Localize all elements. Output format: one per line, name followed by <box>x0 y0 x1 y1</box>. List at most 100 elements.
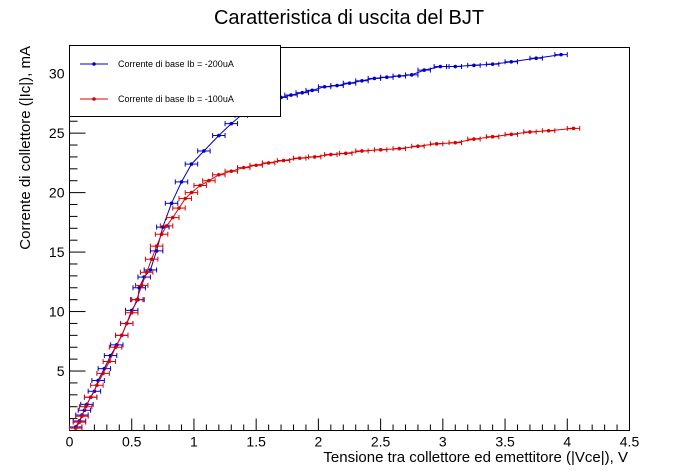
data-point <box>144 270 149 275</box>
data-point <box>360 79 364 83</box>
data-point <box>310 88 314 93</box>
data-point <box>372 76 377 81</box>
legend: Corrente di base Ib = -200uA Corrente di… <box>69 45 281 117</box>
data-point <box>198 183 202 188</box>
x-tick-label: 0 <box>66 434 74 450</box>
data-point <box>254 163 258 168</box>
data-point <box>189 190 194 195</box>
data-point <box>281 158 286 163</box>
data-point <box>559 52 563 57</box>
legend-marker-ib-100 <box>92 97 96 101</box>
legend-box <box>69 45 281 117</box>
y-tick-label: 20 <box>49 185 65 201</box>
data-point <box>229 169 234 174</box>
data-point <box>409 73 414 77</box>
x-tick-label: 1 <box>190 434 198 450</box>
legend-entry-ib-200: Corrente di base Ib = -200uA <box>118 59 234 69</box>
plot-frame <box>69 47 630 431</box>
data-point <box>397 74 402 78</box>
data-point <box>509 59 514 64</box>
data-point <box>95 383 99 388</box>
data-point <box>453 64 458 69</box>
data-point <box>139 283 144 288</box>
data-point <box>154 249 159 253</box>
data-point <box>148 268 153 272</box>
data-point <box>241 165 246 170</box>
data-point <box>343 151 348 156</box>
data-point <box>179 180 184 184</box>
data-point <box>360 149 364 153</box>
data-point <box>164 224 169 228</box>
x-tick-label: 2.5 <box>371 434 391 450</box>
x-tick-label: 0.5 <box>122 434 142 450</box>
y-tick-label: 5 <box>57 363 65 379</box>
data-point <box>416 144 420 149</box>
data-point <box>183 196 188 201</box>
data-point <box>83 404 88 409</box>
data-point <box>297 156 302 160</box>
data-point <box>113 345 118 350</box>
data-point <box>490 62 495 66</box>
y-tick-label: 15 <box>49 244 65 260</box>
data-point <box>300 90 305 95</box>
legend-marker-ib-200 <box>92 62 96 66</box>
data-point <box>217 172 221 177</box>
data-point <box>134 297 139 302</box>
data-point <box>571 126 576 131</box>
data-point <box>528 130 532 134</box>
data-point <box>422 68 426 72</box>
data-point <box>434 142 439 146</box>
y-tick-label: 30 <box>49 66 65 82</box>
data-point <box>154 244 159 248</box>
data-point <box>472 63 476 68</box>
data-point <box>129 310 134 315</box>
x-tick-label: 3 <box>439 434 447 450</box>
data-point <box>124 321 129 326</box>
data-point <box>329 152 333 157</box>
x-tick-label: 4 <box>563 434 571 450</box>
data-point <box>472 137 476 141</box>
data-point <box>107 359 112 364</box>
data-point <box>546 128 551 133</box>
data-point <box>77 420 82 424</box>
data-point <box>347 81 352 85</box>
x-tick-label: 2 <box>314 434 322 450</box>
data-point <box>159 232 164 237</box>
data-point <box>149 257 154 262</box>
y-axis-title: Corrente di collettore (|Ic|), mA <box>17 46 34 250</box>
data-point <box>202 149 206 153</box>
x-tick-label: 4.5 <box>620 434 640 450</box>
data-point <box>385 75 389 80</box>
legend-entry-ib-100: Corrente di base Ib = -100uA <box>118 94 234 104</box>
data-point <box>189 162 194 166</box>
data-point <box>289 93 293 97</box>
y-tick-label: 10 <box>49 304 65 320</box>
x-axis-title: Tensione tra collettore ed emettitore (|… <box>323 449 628 466</box>
data-point <box>119 333 124 338</box>
data-point <box>207 178 211 183</box>
data-point <box>509 132 514 137</box>
data-point <box>73 426 78 430</box>
x-tick-label: 3.5 <box>495 434 515 450</box>
y-tick-label: 25 <box>49 125 65 141</box>
data-point <box>312 155 317 159</box>
data-point <box>397 146 402 151</box>
data-point <box>335 83 339 88</box>
data-point <box>534 56 538 61</box>
data-point <box>101 371 105 376</box>
data-point <box>378 147 383 152</box>
data-point <box>177 206 181 210</box>
data-point <box>229 121 234 126</box>
data-point <box>322 84 327 89</box>
data-point <box>438 64 443 69</box>
series-layer <box>69 52 581 431</box>
data-point <box>170 215 175 220</box>
data-point <box>80 414 84 419</box>
data-point <box>490 134 495 139</box>
data-point <box>266 161 271 165</box>
data-point <box>217 133 221 138</box>
x-tick-label: 1.5 <box>246 434 266 450</box>
data-point <box>88 395 93 399</box>
data-point <box>169 201 174 206</box>
